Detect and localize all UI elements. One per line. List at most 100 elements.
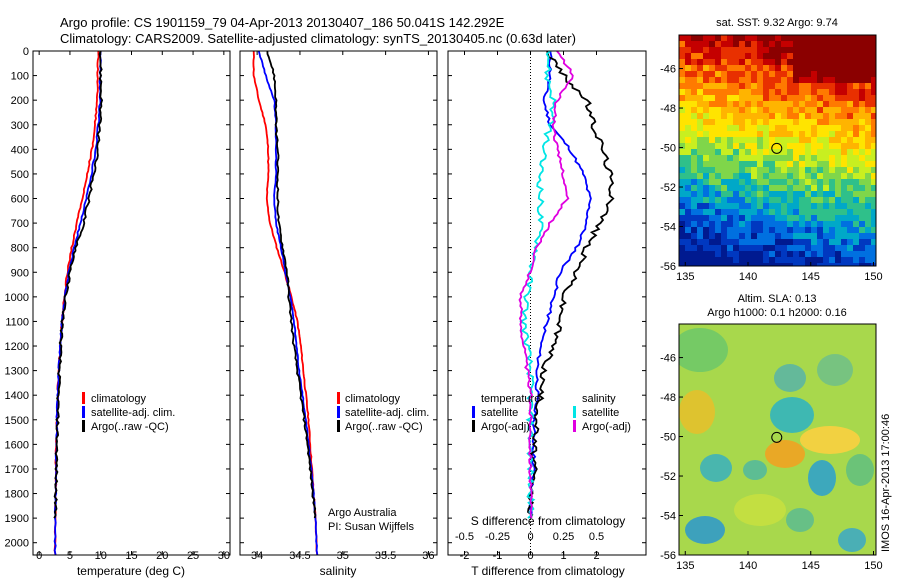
series-line-argo-raw-qc- [266, 51, 317, 519]
sst-cell [709, 209, 716, 216]
sst-cell [679, 101, 686, 108]
sst-cell [853, 83, 860, 90]
sst-cell [805, 101, 812, 108]
sst-cell [871, 209, 876, 216]
sst-cell [715, 233, 722, 240]
sst-cell [733, 251, 740, 258]
sst-cell [841, 221, 848, 228]
sst-cell [727, 251, 734, 258]
sst-cell [769, 197, 776, 204]
sst-cell [871, 239, 876, 246]
sst-cell [745, 125, 752, 132]
sst-cell [775, 65, 782, 72]
sst-cell [745, 155, 752, 162]
sst-cell [781, 95, 788, 102]
sst-cell [817, 101, 824, 108]
sst-cell [787, 191, 794, 198]
sst-cell [685, 251, 692, 258]
sst-cell [817, 149, 824, 156]
sst-cell [739, 257, 746, 264]
sst-cell [853, 41, 860, 48]
sst-cell [865, 89, 872, 96]
sst-cell [763, 107, 770, 114]
sst-cell [829, 203, 836, 210]
sst-cell [859, 167, 866, 174]
sst-cell [793, 179, 800, 186]
sst-map-title: sat. SST: 9.32 Argo: 9.74 [716, 17, 838, 29]
sst-cell [679, 239, 686, 246]
sst-cell [811, 65, 818, 72]
sst-cell [859, 191, 866, 198]
sst-cell [733, 239, 740, 246]
sst-cell [853, 47, 860, 54]
sst-cell [811, 53, 818, 60]
sst-cell [739, 89, 746, 96]
sst-cell [841, 245, 848, 252]
sst-cell [685, 137, 692, 144]
depth-tick-label: 1400 [5, 390, 29, 402]
sst-cell [835, 233, 842, 240]
sst-cell [775, 125, 782, 132]
sst-cell [793, 227, 800, 234]
sst-cell [727, 167, 734, 174]
sst-cell [733, 125, 740, 132]
sla-anomaly-patch [800, 426, 860, 454]
sst-cell [733, 179, 740, 186]
sst-cell [829, 179, 836, 186]
sst-cell [703, 83, 710, 90]
sst-cell [781, 257, 788, 264]
latitude-tick-label: -56 [660, 261, 676, 273]
sst-cell [817, 161, 824, 168]
sst-cell [787, 173, 794, 180]
sst-cell [829, 59, 836, 66]
x-tick-label: 34 [251, 550, 263, 562]
sst-cell [739, 137, 746, 144]
sst-cell [721, 257, 728, 264]
sst-cell [865, 233, 872, 240]
sst-cell [697, 77, 704, 84]
sst-cell [811, 215, 818, 222]
sst-cell [745, 167, 752, 174]
sst-cell [829, 167, 836, 174]
sst-cell [679, 221, 686, 228]
sst-cell [847, 251, 854, 258]
sst-cell [871, 251, 876, 258]
sst-cell [703, 197, 710, 204]
temperature-legend: climatology satellite-adj. clim. Argo(..… [82, 392, 175, 433]
sst-cell [745, 47, 752, 54]
sst-cell [817, 155, 824, 162]
sst-cell [745, 119, 752, 126]
sst-cell [841, 71, 848, 78]
s-difference-x-axis: -0.5 -0.25 0 0.25 0.5 [455, 531, 604, 543]
sst-cell [799, 173, 806, 180]
sst-cell [865, 53, 872, 60]
sst-cell [685, 203, 692, 210]
sst-cell [685, 185, 692, 192]
sst-cell [787, 227, 794, 234]
legend-argo: Argo(..raw -QC) [91, 421, 169, 433]
sst-cell [793, 95, 800, 102]
sst-cell [745, 83, 752, 90]
sst-cell [805, 191, 812, 198]
sst-cell [835, 245, 842, 252]
sst-cell [769, 203, 776, 210]
sst-cell [769, 209, 776, 216]
sst-cell [859, 149, 866, 156]
sst-cell [865, 107, 872, 114]
sst-cell [769, 191, 776, 198]
sst-cell [715, 83, 722, 90]
sst-cell [757, 71, 764, 78]
sst-cell [811, 245, 818, 252]
sst-cell [685, 125, 692, 132]
sst-cell [691, 185, 698, 192]
sst-cell [853, 125, 860, 132]
sst-cell [703, 77, 710, 84]
sst-cell [865, 65, 872, 72]
sst-cell [685, 35, 692, 42]
difference-frame [447, 50, 647, 556]
sst-cell [679, 107, 686, 114]
sst-cell [679, 257, 686, 264]
sst-cell [697, 239, 704, 246]
sst-map-frame [678, 34, 877, 267]
sst-cell [841, 59, 848, 66]
